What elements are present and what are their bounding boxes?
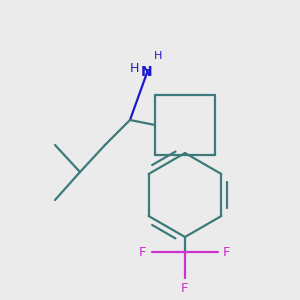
Text: H: H bbox=[154, 51, 162, 61]
Text: F: F bbox=[181, 281, 189, 295]
Text: N: N bbox=[141, 65, 153, 79]
Text: H: H bbox=[129, 61, 139, 74]
Text: F: F bbox=[223, 245, 231, 259]
Text: F: F bbox=[139, 245, 147, 259]
